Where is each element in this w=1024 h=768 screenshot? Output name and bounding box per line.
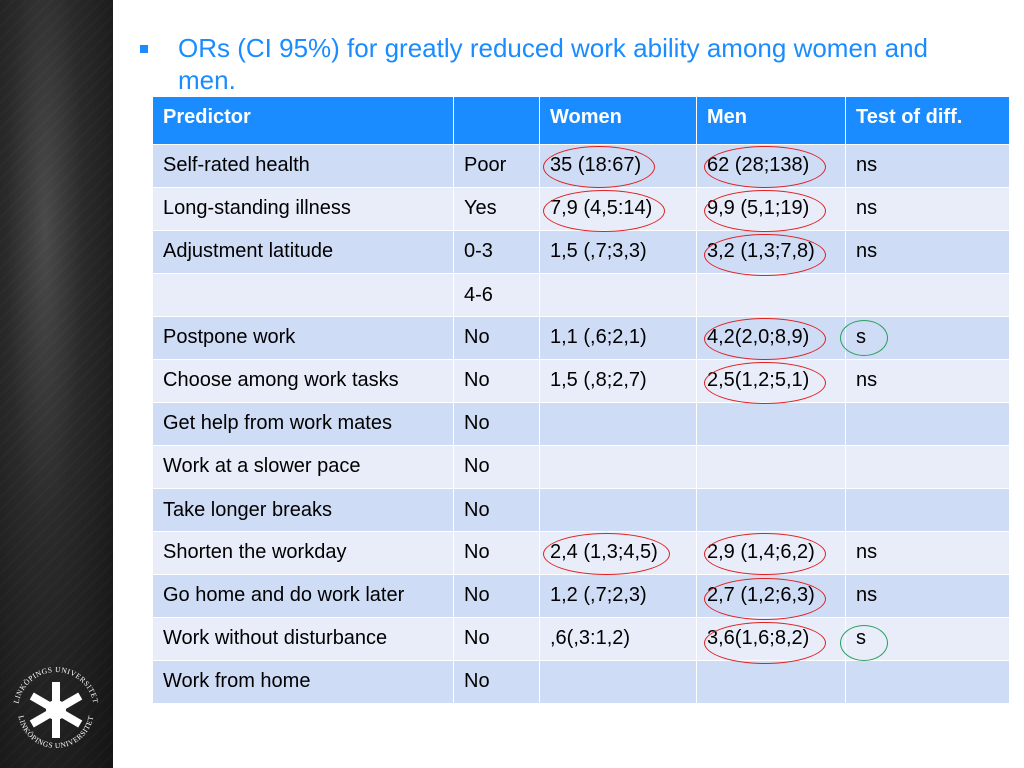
cell-predictor: Shorten the workday — [152, 531, 454, 575]
cell-predictor: Long-standing illness — [152, 187, 454, 231]
cell-men: 2,7 (1,2;6,3) — [696, 574, 846, 618]
table-header-row: Predictor Women Men Test of diff. — [152, 96, 1010, 145]
cell-test: ns — [845, 359, 1010, 403]
cell-test: s — [845, 617, 1010, 661]
table-row: Long-standing illness Yes 7,9 (4,5:14) 9… — [152, 187, 1010, 231]
table-row: Self-rated health Poor 35 (18:67) 62 (28… — [152, 144, 1010, 188]
cell-test: ns — [845, 144, 1010, 188]
cell-women: 1,5 (,7;3,3) — [539, 230, 697, 274]
cell-level: No — [453, 402, 540, 446]
table-row: Get help from work mates No — [152, 402, 1010, 446]
cell-men: 9,9 (5,1;19) — [696, 187, 846, 231]
cell-men: 2,9 (1,4;6,2) — [696, 531, 846, 575]
cell-men — [696, 402, 846, 446]
cell-level: No — [453, 617, 540, 661]
header-women: Women — [539, 96, 697, 145]
cell-predictor: Choose among work tasks — [152, 359, 454, 403]
cell-level: No — [453, 531, 540, 575]
cell-men — [696, 488, 846, 532]
cell-men: 3,6(1,6;8,2) — [696, 617, 846, 661]
table-row: Postpone work No 1,1 (,6;2,1) 4,2(2,0;8,… — [152, 316, 1010, 360]
cell-predictor: Postpone work — [152, 316, 454, 360]
header-level — [453, 96, 540, 145]
cell-level: 4-6 — [453, 273, 540, 317]
table-row: Take longer breaks No — [152, 488, 1010, 532]
cell-test: ns — [845, 230, 1010, 274]
cell-level: No — [453, 660, 540, 704]
cell-level: Yes — [453, 187, 540, 231]
table-row: Work without disturbance No ,6(,3:1,2) 3… — [152, 617, 1010, 661]
cell-level: No — [453, 574, 540, 618]
cell-predictor: Work without disturbance — [152, 617, 454, 661]
cell-test: s — [845, 316, 1010, 360]
header-men: Men — [696, 96, 846, 145]
cell-men — [696, 273, 846, 317]
cell-level: No — [453, 445, 540, 489]
table-row: Work from home No — [152, 660, 1010, 704]
or-table: Predictor Women Men Test of diff. Self-r… — [152, 96, 1010, 704]
cell-test: ns — [845, 574, 1010, 618]
cell-level: Poor — [453, 144, 540, 188]
cell-level: No — [453, 488, 540, 532]
cell-women: 1,5 (,8;2,7) — [539, 359, 697, 403]
cell-predictor: Work at a slower pace — [152, 445, 454, 489]
cell-men: 4,2(2,0;8,9) — [696, 316, 846, 360]
cell-predictor: Adjustment latitude — [152, 230, 454, 274]
cell-women — [539, 660, 697, 704]
cell-test: ns — [845, 187, 1010, 231]
sidebar-texture — [0, 0, 113, 768]
cell-level: No — [453, 359, 540, 403]
university-logo: LINKÖPINGS UNIVERSITET LINKÖPINGS UNIVER… — [12, 665, 100, 750]
cell-men: 62 (28;138) — [696, 144, 846, 188]
cell-women: 2,4 (1,3;4,5) — [539, 531, 697, 575]
cell-women — [539, 273, 697, 317]
table-row: 4-6 — [152, 273, 1010, 317]
cell-predictor: Go home and do work later — [152, 574, 454, 618]
cell-women: 7,9 (4,5:14) — [539, 187, 697, 231]
cell-test — [845, 488, 1010, 532]
cell-men: 2,5(1,2;5,1) — [696, 359, 846, 403]
cell-test — [845, 445, 1010, 489]
cell-women — [539, 488, 697, 532]
heading-text: ORs (CI 95%) for greatly reduced work ab… — [178, 33, 928, 95]
cell-level: 0-3 — [453, 230, 540, 274]
table-row: Choose among work tasks No 1,5 (,8;2,7) … — [152, 359, 1010, 403]
table-row: Adjustment latitude 0-3 1,5 (,7;3,3) 3,2… — [152, 230, 1010, 274]
header-predictor: Predictor — [152, 96, 454, 145]
bullet-square-icon — [140, 45, 148, 53]
cell-test — [845, 660, 1010, 704]
cell-test: ns — [845, 531, 1010, 575]
cell-predictor: Take longer breaks — [152, 488, 454, 532]
table-row: Shorten the workday No 2,4 (1,3;4,5) 2,9… — [152, 531, 1010, 575]
cell-women: 1,2 (,7;2,3) — [539, 574, 697, 618]
cell-women: 35 (18:67) — [539, 144, 697, 188]
cell-women — [539, 445, 697, 489]
header-test: Test of diff. — [845, 96, 1010, 145]
table-row: Work at a slower pace No — [152, 445, 1010, 489]
decorative-sidebar: LINKÖPINGS UNIVERSITET LINKÖPINGS UNIVER… — [0, 0, 113, 768]
cell-predictor: Get help from work mates — [152, 402, 454, 446]
cell-predictor — [152, 273, 454, 317]
cell-men — [696, 660, 846, 704]
cell-level: No — [453, 316, 540, 360]
cell-test — [845, 273, 1010, 317]
cell-men: 3,2 (1,3;7,8) — [696, 230, 846, 274]
cell-predictor: Work from home — [152, 660, 454, 704]
cell-women — [539, 402, 697, 446]
cell-men — [696, 445, 846, 489]
cell-women: 1,1 (,6;2,1) — [539, 316, 697, 360]
cell-women: ,6(,3:1,2) — [539, 617, 697, 661]
cell-test — [845, 402, 1010, 446]
table-row: Go home and do work later No 1,2 (,7;2,3… — [152, 574, 1010, 618]
cell-predictor: Self-rated health — [152, 144, 454, 188]
